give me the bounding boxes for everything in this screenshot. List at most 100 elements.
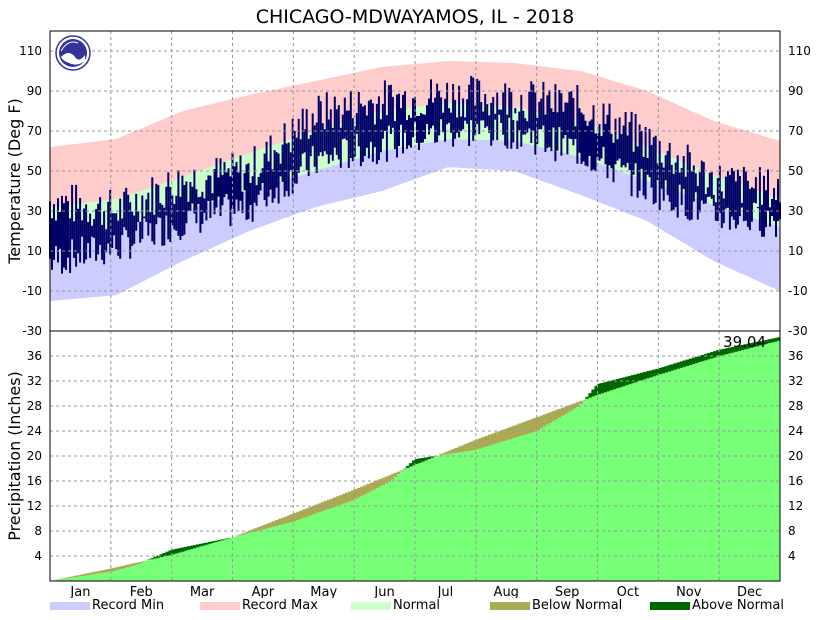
- temp-tick-right: -30: [788, 324, 808, 338]
- temp-tick-left: -30: [22, 324, 42, 338]
- below-normal-bar: [488, 434, 492, 446]
- below-normal-bar: [74, 575, 78, 577]
- above-normal-bar: [755, 341, 760, 347]
- above-normal-bar: [189, 545, 194, 550]
- below-normal-bar: [451, 449, 455, 454]
- below-normal-bar: [530, 418, 535, 433]
- below-normal-bar: [363, 485, 367, 495]
- above-normal-bar: [704, 354, 708, 361]
- above-normal-bar: [731, 346, 735, 353]
- above-normal-bar: [615, 379, 620, 389]
- precip-tick-left: 4: [34, 549, 42, 563]
- below-normal-bar: [287, 515, 291, 523]
- below-normal-bar: [266, 523, 270, 529]
- noaa-logo: [55, 35, 91, 71]
- below-normal-bar: [579, 400, 583, 405]
- month-label: Oct: [617, 585, 639, 598]
- legend-label: Record Min: [92, 598, 165, 613]
- legend-item: Record Max: [200, 598, 318, 613]
- month-label: Jun: [373, 585, 394, 598]
- temp-tick-right: 110: [788, 44, 811, 58]
- above-normal-bar: [743, 344, 747, 350]
- below-normal-bar: [329, 498, 334, 508]
- above-normal-bar: [655, 368, 659, 376]
- below-normal-bar: [439, 454, 443, 456]
- above-normal-bar: [634, 374, 638, 383]
- above-normal-bar: [640, 372, 644, 381]
- below-normal-bar: [126, 564, 130, 568]
- below-normal-bar: [463, 444, 468, 452]
- below-normal-bar: [564, 406, 568, 415]
- above-normal-bar: [691, 357, 696, 364]
- below-normal-bar: [448, 450, 452, 454]
- axes: -30 -30 -10 -10 10 10 30 30 50 50 70 70 90 90 110 110 4 4…: [5, 30, 811, 598]
- below-normal-bar: [509, 426, 513, 439]
- below-normal-bar: [567, 405, 571, 413]
- below-normal-bar: [524, 421, 528, 435]
- below-normal-bar: [238, 534, 243, 536]
- below-normal-bar: [485, 435, 489, 447]
- above-normal-bar: [171, 549, 176, 555]
- above-normal-bar: [208, 541, 212, 544]
- chart-title: CHICAGO-MDWAYAMOS, IL - 2018: [255, 6, 575, 28]
- precip-tick-left: 12: [27, 499, 42, 513]
- below-normal-bar: [135, 562, 139, 565]
- below-normal-bar: [253, 528, 258, 532]
- below-normal-bar: [302, 509, 306, 518]
- above-normal-bar: [159, 554, 163, 558]
- below-normal-bar: [582, 399, 586, 401]
- below-normal-bar: [442, 452, 446, 455]
- below-normal-bar: [116, 566, 121, 570]
- precip-tick-right: 12: [788, 499, 803, 513]
- above-normal-bar: [427, 457, 431, 460]
- below-normal-bar: [323, 501, 328, 511]
- above-normal-bar: [770, 338, 775, 343]
- above-normal-bar: [588, 393, 592, 398]
- legend-swatch: [490, 601, 530, 610]
- below-normal-bar: [503, 429, 507, 441]
- below-normal-bar: [387, 475, 392, 482]
- above-normal-bar: [214, 540, 218, 543]
- below-normal-bar: [378, 479, 382, 487]
- below-normal-bar: [259, 526, 264, 530]
- below-normal-bar: [311, 505, 316, 515]
- below-normal-bar: [558, 408, 562, 418]
- below-normal-bar: [494, 432, 498, 444]
- temp-tick-left: 110: [19, 44, 42, 58]
- above-normal-bar: [186, 546, 191, 550]
- above-normal-bar: [667, 365, 671, 372]
- below-normal-bar: [296, 511, 300, 520]
- below-normal-bar: [335, 496, 340, 506]
- below-normal-bar: [89, 572, 93, 575]
- legend: Record Min Record Max Normal Below Normal Ab…: [0, 598, 830, 616]
- below-normal-bar: [354, 489, 358, 499]
- below-normal-bar: [290, 514, 294, 522]
- below-normal-bar: [281, 517, 285, 525]
- above-normal-bar: [211, 541, 215, 543]
- above-normal-bar: [637, 373, 641, 382]
- above-normal-bar: [609, 380, 614, 391]
- month-label: Feb: [130, 585, 153, 598]
- below-normal-bar: [138, 562, 142, 564]
- precip-tick-left: 16: [27, 474, 42, 488]
- precip-tick-right: 32: [788, 374, 803, 388]
- precip-tick-left: 8: [34, 524, 42, 538]
- legend-label: Above Normal: [692, 598, 784, 613]
- temp-axis-label: Temperature (Deg F): [5, 98, 24, 265]
- below-normal-bar: [272, 521, 276, 527]
- above-normal-bar: [600, 383, 604, 394]
- below-normal-bar: [278, 518, 282, 526]
- below-normal-bar: [539, 415, 544, 429]
- below-normal-bar: [536, 416, 541, 431]
- below-normal-bar: [497, 431, 501, 443]
- below-normal-bar: [86, 573, 90, 576]
- below-normal-bar: [132, 563, 136, 566]
- above-normal-bar: [673, 363, 677, 370]
- above-normal-bar: [180, 547, 185, 552]
- above-normal-bar: [710, 352, 714, 359]
- precip-tick-left: 20: [27, 449, 42, 463]
- above-normal-bar: [734, 346, 738, 352]
- below-normal-bar: [351, 490, 355, 501]
- temp-tick-left: 70: [27, 124, 42, 138]
- above-normal-bar: [220, 539, 224, 541]
